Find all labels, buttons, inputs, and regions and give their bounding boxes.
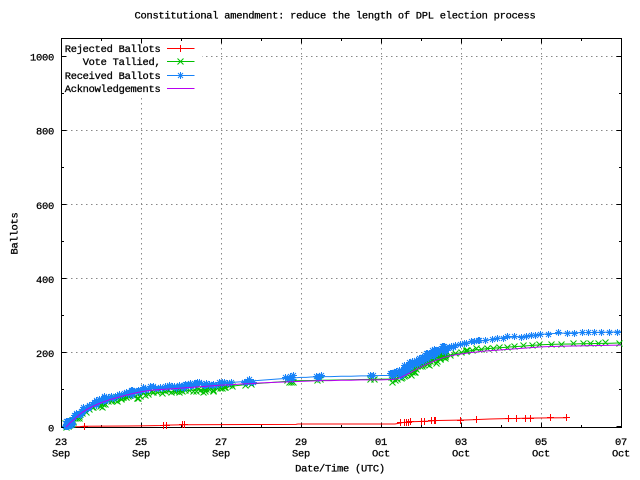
svg-text:Date/Time (UTC): Date/Time (UTC) — [295, 464, 385, 476]
svg-text:23: 23 — [55, 437, 67, 449]
svg-text:Sep: Sep — [52, 449, 70, 461]
svg-text:Sep: Sep — [292, 449, 310, 461]
svg-text:1000: 1000 — [30, 53, 54, 65]
svg-text:Vote Tallied,: Vote Tallied, — [83, 57, 161, 69]
svg-text:Oct: Oct — [612, 449, 630, 461]
svg-text:Rejected Ballots: Rejected Ballots — [65, 44, 161, 56]
svg-text:25: 25 — [135, 437, 147, 449]
svg-text:29: 29 — [295, 437, 307, 449]
svg-text:Sep: Sep — [132, 449, 150, 461]
svg-text:27: 27 — [215, 437, 227, 449]
svg-text:Oct: Oct — [372, 449, 390, 461]
svg-text:Oct: Oct — [452, 449, 470, 461]
svg-text:400: 400 — [36, 275, 54, 287]
svg-text:Received Ballots: Received Ballots — [65, 71, 161, 83]
svg-text:0: 0 — [48, 423, 54, 435]
svg-text:01: 01 — [375, 437, 387, 449]
svg-text:200: 200 — [36, 349, 54, 361]
svg-text:Ballots: Ballots — [10, 213, 22, 255]
svg-text:05: 05 — [535, 437, 547, 449]
svg-text:Sep: Sep — [212, 449, 230, 461]
svg-text:Acknowledgements: Acknowledgements — [65, 84, 161, 96]
svg-text:Oct: Oct — [532, 449, 550, 461]
svg-text:Constitutional amendment: redu: Constitutional amendment: reduce the len… — [134, 10, 535, 22]
svg-text:07: 07 — [615, 437, 627, 449]
svg-text:800: 800 — [36, 127, 54, 139]
svg-text:03: 03 — [455, 437, 467, 449]
svg-text:600: 600 — [36, 201, 54, 213]
